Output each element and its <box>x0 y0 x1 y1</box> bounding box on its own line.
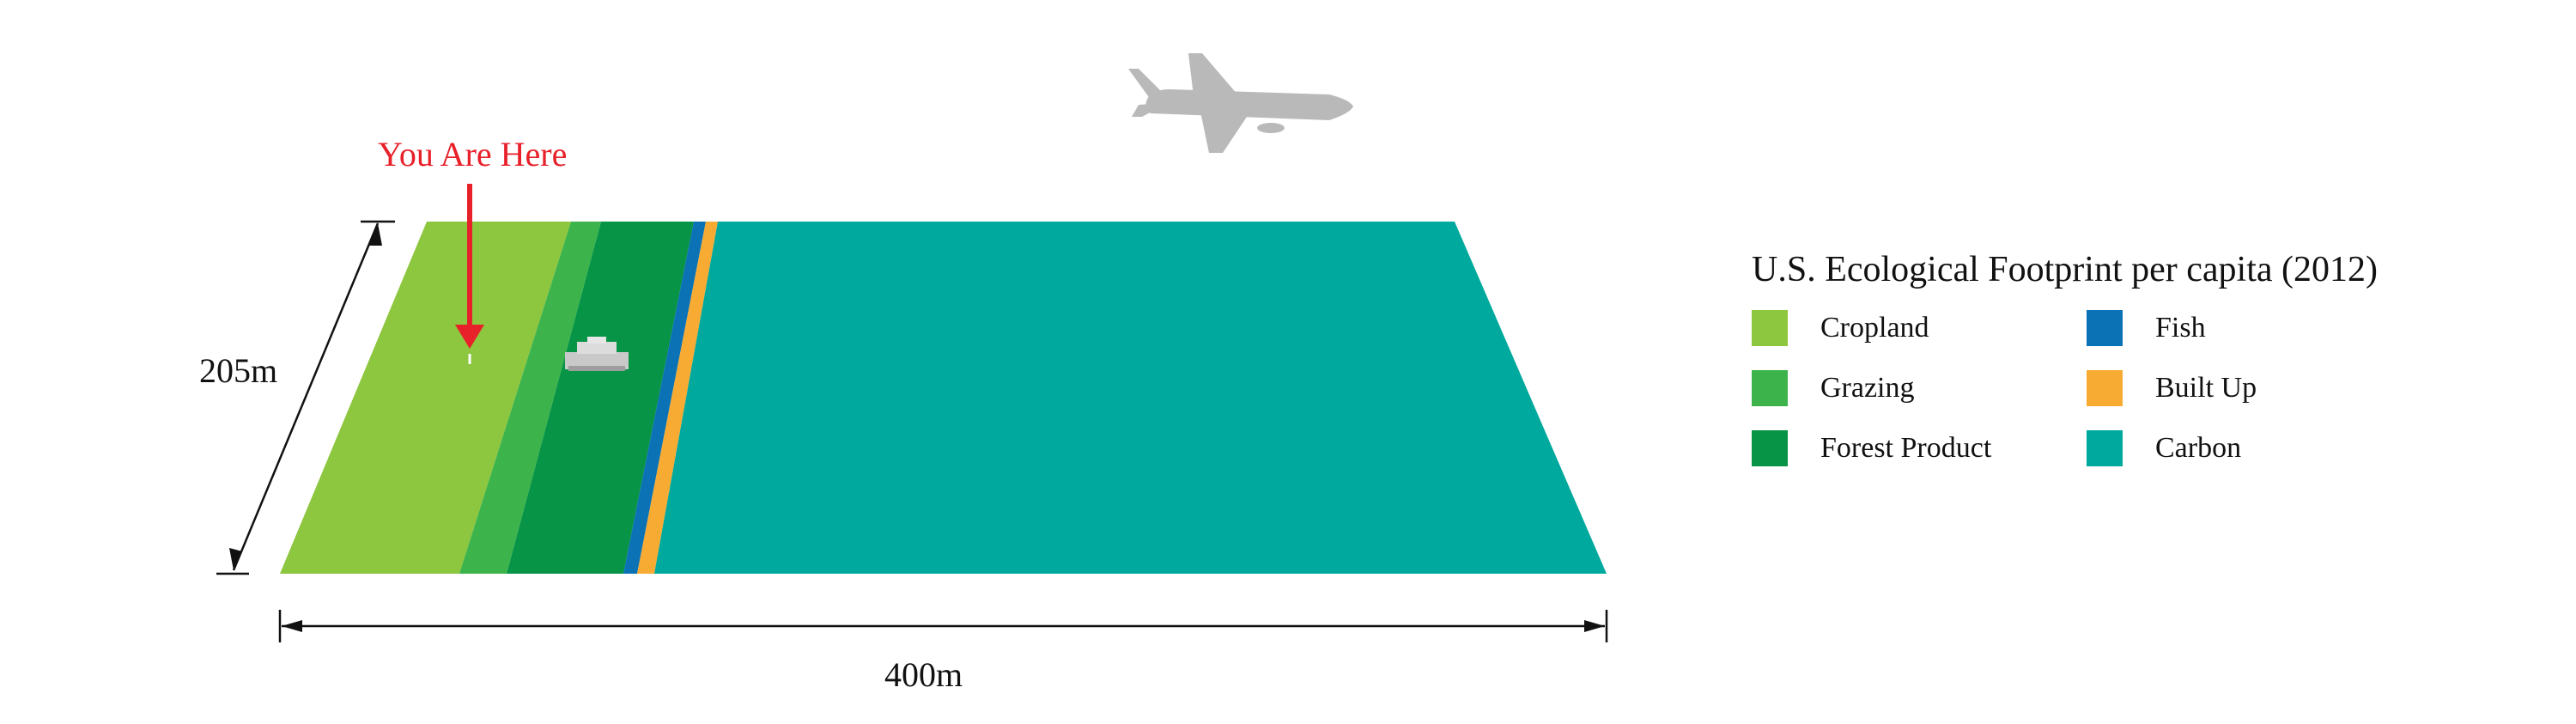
band-built-up <box>637 222 718 574</box>
legend-item: Carbon <box>2087 429 2421 467</box>
band-forest-product <box>507 222 694 574</box>
legend-title: U.S. Ecological Footprint per capita (20… <box>1752 250 2378 289</box>
arrow-down-icon <box>455 184 484 364</box>
building-icon <box>565 337 629 371</box>
width-dimension-line <box>216 220 395 575</box>
grazing-swatch <box>1752 370 1788 406</box>
legend-label: Grazing <box>1820 372 1915 404</box>
band-fish <box>623 222 706 574</box>
legend-label: Built Up <box>2155 372 2257 404</box>
carbon-swatch <box>2087 430 2123 466</box>
band-cropland <box>280 222 571 574</box>
forest-product-swatch <box>1752 430 1788 466</box>
legend-label: Carbon <box>2155 432 2242 464</box>
you-are-here-label: You Are Here <box>378 135 568 173</box>
built-up-swatch <box>2087 370 2123 406</box>
legend-item: Cropland <box>1752 309 2087 347</box>
legend-item: Fish <box>2087 309 2421 347</box>
legend-label: Forest Product <box>1820 432 1992 464</box>
legend-item: Built Up <box>2087 369 2421 407</box>
band-grazing <box>459 222 601 574</box>
width-label: 205m <box>199 351 278 390</box>
length-label: 400m <box>884 655 963 694</box>
land-area <box>280 222 1607 574</box>
legend-items: Cropland Fish Grazing Built Up Forest Pr… <box>1752 309 2490 467</box>
airplane-icon <box>1128 53 1353 153</box>
fish-swatch <box>2087 310 2123 346</box>
legend-item: Grazing <box>1752 369 2087 407</box>
length-dimension-line <box>278 610 1608 642</box>
legend-item: Forest Product <box>1752 429 2087 467</box>
cropland-swatch <box>1752 310 1788 346</box>
band-carbon <box>654 222 1607 574</box>
legend: U.S. Ecological Footprint per capita (20… <box>1752 249 2490 467</box>
legend-label: Fish <box>2155 312 2206 344</box>
legend-label: Cropland <box>1820 312 1929 344</box>
